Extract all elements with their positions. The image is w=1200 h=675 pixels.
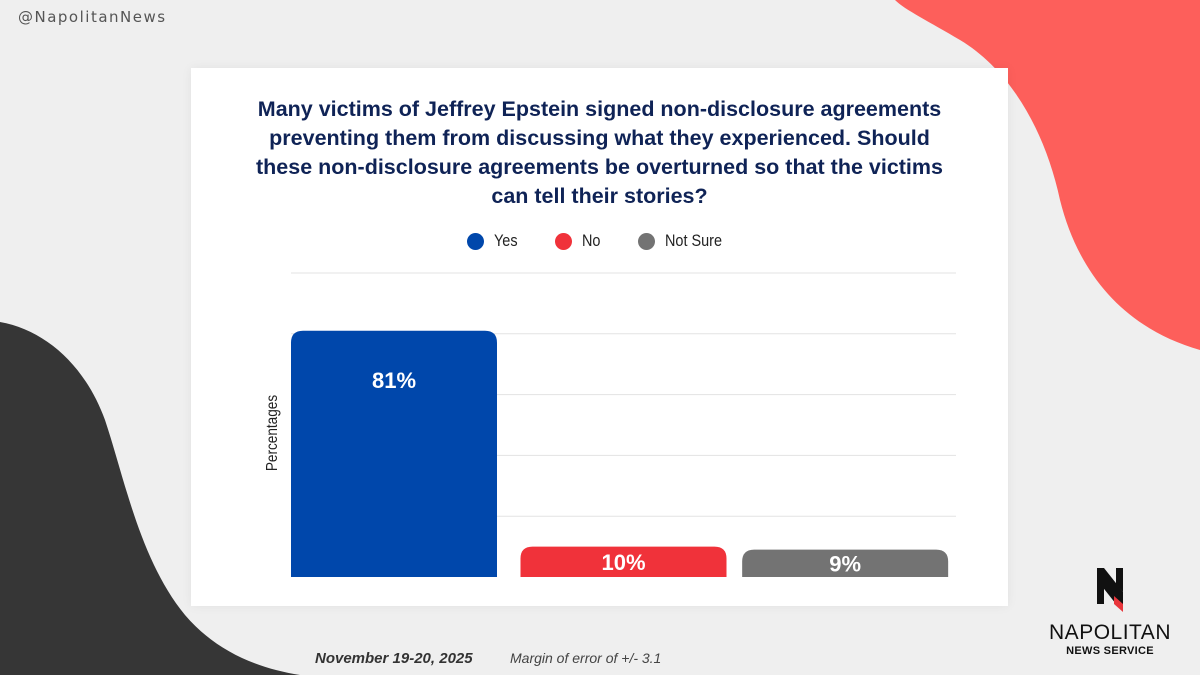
survey-date: November 19-20, 2025	[315, 650, 473, 667]
data-label: 81%	[372, 368, 416, 393]
y-axis-label: Percentages	[264, 395, 281, 471]
data-label: 10%	[601, 550, 645, 575]
margin-of-error: Margin of error of +/- 3.1	[510, 650, 662, 666]
legend-label-yes: Yes	[493, 231, 518, 250]
bar-chart: Percentages 81% 10% 9%	[264, 272, 956, 577]
dark-corner-shape	[0, 322, 300, 675]
social-handle: @NapolitanNews	[18, 8, 167, 26]
napolitan-logo: NAPOLITAN NEWS SERVICE	[1046, 566, 1174, 657]
logo-subtitle: NEWS SERVICE	[1066, 645, 1154, 657]
chart-title: Many victims of Jeffrey Epstein signed n…	[256, 97, 943, 208]
legend-label-no: No	[582, 231, 601, 250]
bar-not-sure	[742, 549, 949, 577]
legend-swatch-no	[555, 232, 573, 250]
legend-item-yes: Yes	[466, 231, 522, 251]
chart-legend: Yes No Not Sure	[191, 231, 1008, 251]
coral-corner-shape	[895, 0, 1200, 350]
bar-no	[520, 546, 727, 577]
chart-card: Many victims of Jeffrey Epstein signed n…	[191, 68, 1008, 606]
legend-item-not-sure: Not Sure	[638, 231, 732, 251]
logo-name: NAPOLITAN	[1049, 621, 1171, 644]
data-label: 9%	[829, 551, 861, 576]
napolitan-n-icon	[1097, 568, 1123, 612]
legend-swatch-yes	[466, 232, 484, 250]
bar-yes	[291, 330, 497, 577]
legend-item-no: No	[555, 231, 604, 251]
legend-swatch-not-sure	[638, 232, 656, 250]
legend-label-not-sure: Not Sure	[665, 231, 723, 250]
